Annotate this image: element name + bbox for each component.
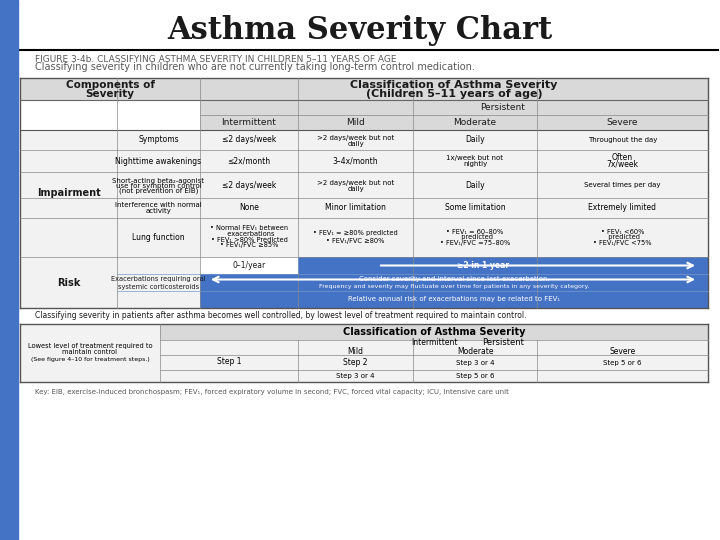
Text: Classifying severity in children who are not currently taking long-term control : Classifying severity in children who are… <box>35 62 475 72</box>
Text: Lung function: Lung function <box>132 233 185 242</box>
Text: Components of: Components of <box>66 80 155 90</box>
Bar <box>200 257 298 274</box>
Text: (See figure 4–10 for treatment steps.): (See figure 4–10 for treatment steps.) <box>31 356 149 361</box>
Text: daily: daily <box>347 186 364 192</box>
Text: Relative annual risk of exacerbations may be related to FEV₁: Relative annual risk of exacerbations ma… <box>348 296 560 302</box>
Text: • FEV₁/FVC ≥80%: • FEV₁/FVC ≥80% <box>326 238 384 244</box>
Text: ≥2 in 1 year: ≥2 in 1 year <box>457 261 509 270</box>
Text: Short-acting beta₂-agonist: Short-acting beta₂-agonist <box>112 178 204 184</box>
Text: • FEV₁ = 60–80%: • FEV₁ = 60–80% <box>446 228 503 234</box>
Text: Risk: Risk <box>57 278 80 287</box>
Text: (not prevention of EIB): (not prevention of EIB) <box>119 188 198 194</box>
Text: Intermittent: Intermittent <box>410 338 457 347</box>
Text: ≤2 days/week: ≤2 days/week <box>222 136 276 145</box>
Text: FIGURE 3-4b. CLASSIFYING ASTHMA SEVERITY IN CHILDREN 5–11 YEARS OF AGE: FIGURE 3-4b. CLASSIFYING ASTHMA SEVERITY… <box>35 55 397 64</box>
Text: Step 5 or 6: Step 5 or 6 <box>456 373 494 379</box>
Text: ≤2x/month: ≤2x/month <box>228 157 271 165</box>
Text: use for symptom control: use for symptom control <box>116 183 202 189</box>
Text: activity: activity <box>145 208 171 214</box>
Text: Frequency and severity may fluctuate over time for patients in any severity cate: Frequency and severity may fluctuate ove… <box>319 284 589 289</box>
Text: 3–4x/month: 3–4x/month <box>333 157 378 165</box>
Text: Persistent: Persistent <box>480 103 526 112</box>
Bar <box>117 257 708 308</box>
Text: • FEV₁ <60%: • FEV₁ <60% <box>600 228 644 234</box>
Text: • Normal FEV₁ between: • Normal FEV₁ between <box>210 226 288 232</box>
Text: Step 1: Step 1 <box>217 356 241 366</box>
Text: Impairment: Impairment <box>37 188 100 199</box>
Bar <box>160 324 708 340</box>
Text: Step 5 or 6: Step 5 or 6 <box>603 360 642 366</box>
Text: Mild: Mild <box>348 347 364 356</box>
Bar <box>200 115 708 130</box>
Text: Mild: Mild <box>346 118 365 127</box>
Bar <box>20 198 708 218</box>
Text: Some limitation: Some limitation <box>445 204 505 213</box>
Bar <box>20 218 708 257</box>
Text: Daily: Daily <box>465 180 485 190</box>
Text: Severity: Severity <box>86 89 135 99</box>
Text: ≤2 days/week: ≤2 days/week <box>222 180 276 190</box>
Text: Lowest level of treatment required to: Lowest level of treatment required to <box>27 343 153 349</box>
Text: Step 2: Step 2 <box>343 358 368 367</box>
Bar <box>20 78 708 100</box>
Text: Consider severity and interval since last exacerbation.: Consider severity and interval since las… <box>359 276 549 282</box>
Text: • FEV₁/FVC =75–80%: • FEV₁/FVC =75–80% <box>440 240 510 246</box>
Text: Persistent: Persistent <box>482 338 524 347</box>
Text: Exacerbations requiring oral: Exacerbations requiring oral <box>111 275 206 281</box>
Text: Classification of Asthma Severity: Classification of Asthma Severity <box>351 80 558 90</box>
Bar <box>200 100 708 115</box>
Text: >2 days/week but not: >2 days/week but not <box>317 180 394 186</box>
Text: None: None <box>239 204 259 213</box>
Text: Classification of Asthma Severity: Classification of Asthma Severity <box>343 327 526 337</box>
Text: systemic corticosteroids: systemic corticosteroids <box>118 284 199 289</box>
Text: predicted: predicted <box>605 233 641 240</box>
Text: Extremely limited: Extremely limited <box>588 204 657 213</box>
Text: Severe: Severe <box>609 347 636 356</box>
Bar <box>117 257 200 308</box>
Text: daily: daily <box>347 141 364 147</box>
Bar <box>20 130 708 150</box>
Text: predicted: predicted <box>457 233 493 240</box>
Text: Moderate: Moderate <box>456 347 493 356</box>
Text: Nighttime awakenings: Nighttime awakenings <box>115 157 202 165</box>
Text: maintain control: maintain control <box>63 349 117 355</box>
Text: Interference with normal: Interference with normal <box>115 202 202 208</box>
Text: nightly: nightly <box>463 161 487 167</box>
Text: • FEV₁/FVC ≥85%: • FEV₁/FVC ≥85% <box>220 242 278 248</box>
Text: Severe: Severe <box>607 118 638 127</box>
Text: Classifying severity in patients after asthma becomes well controlled, by lowest: Classifying severity in patients after a… <box>35 310 526 320</box>
Bar <box>0 0 18 540</box>
Bar <box>20 257 117 308</box>
Text: 1x/week but not: 1x/week but not <box>446 155 503 161</box>
Bar <box>20 324 708 382</box>
Text: • FEV₁/FVC <75%: • FEV₁/FVC <75% <box>593 240 652 246</box>
Text: • FEV₁ = ≥80% predicted: • FEV₁ = ≥80% predicted <box>313 231 398 237</box>
Bar <box>20 130 117 257</box>
Bar <box>20 150 708 172</box>
Text: Step 3 or 4: Step 3 or 4 <box>456 360 494 366</box>
Text: Several times per day: Several times per day <box>584 182 661 188</box>
Text: Throughout the day: Throughout the day <box>588 137 657 143</box>
Text: exacerbations: exacerbations <box>223 231 275 237</box>
Text: >2 days/week but not: >2 days/week but not <box>317 135 394 141</box>
Text: Intermittent: Intermittent <box>222 118 276 127</box>
Text: Asthma Severity Chart: Asthma Severity Chart <box>167 15 553 45</box>
Text: 7x/week: 7x/week <box>606 159 639 168</box>
Bar <box>20 172 708 198</box>
Text: Symptoms: Symptoms <box>138 136 179 145</box>
Text: Moderate: Moderate <box>454 118 497 127</box>
Text: Key: EIB, exercise-induced bronchospasm; FEV₁, forced expiratory volume in secon: Key: EIB, exercise-induced bronchospasm;… <box>35 389 509 395</box>
Text: Daily: Daily <box>465 136 485 145</box>
Text: • FEV₁ >80% Predicted: • FEV₁ >80% Predicted <box>210 237 287 242</box>
Text: Minor limitation: Minor limitation <box>325 204 386 213</box>
Text: Often: Often <box>612 153 633 163</box>
Text: Step 3 or 4: Step 3 or 4 <box>336 373 374 379</box>
Text: 0–1/year: 0–1/year <box>233 261 266 270</box>
Text: (Children 5–11 years of age): (Children 5–11 years of age) <box>366 89 542 99</box>
